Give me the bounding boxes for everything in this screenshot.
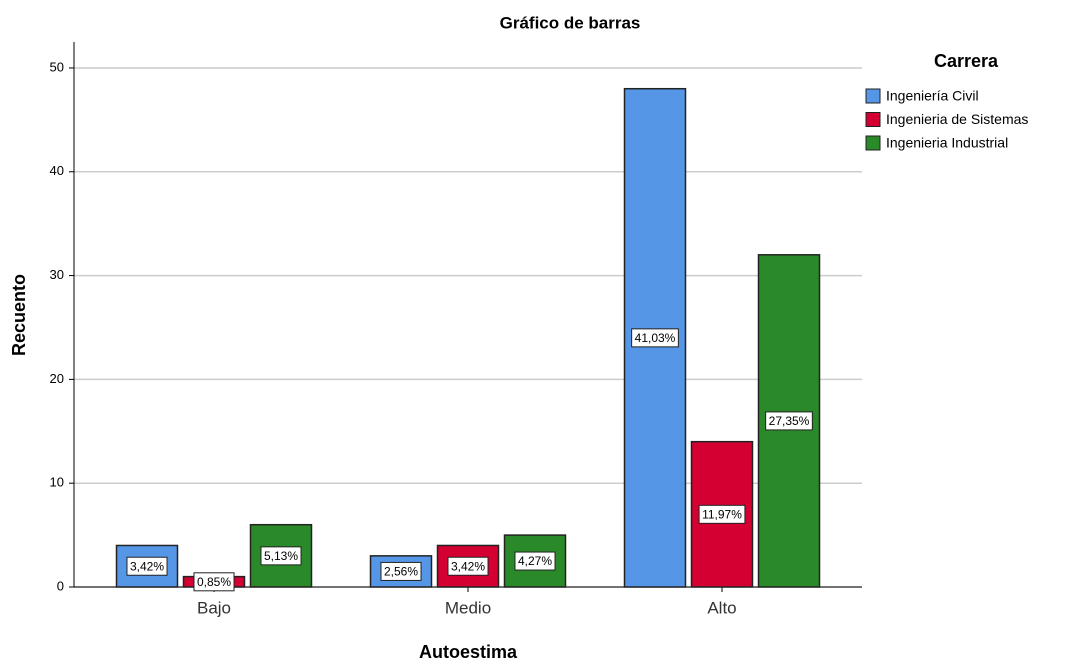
value-label-box bbox=[380, 561, 422, 581]
legend-label: Ingeniería Civil bbox=[886, 88, 979, 104]
chart-title: Gráfico de barras bbox=[500, 13, 641, 32]
value-label: 3,42% bbox=[451, 559, 485, 573]
x-tick-label: Bajo bbox=[197, 598, 231, 617]
value-label-box bbox=[193, 572, 235, 592]
value-label-box bbox=[514, 551, 556, 571]
value-label: 3,42% bbox=[130, 559, 164, 573]
legend-label: Ingenieria Industrial bbox=[886, 135, 1008, 151]
value-label-box bbox=[447, 556, 489, 576]
value-label: 0,85% bbox=[197, 575, 231, 589]
value-label-box bbox=[698, 504, 746, 524]
value-label-box bbox=[260, 546, 302, 566]
y-tick-label: 40 bbox=[50, 163, 64, 178]
y-tick-label: 10 bbox=[50, 475, 64, 490]
legend-swatch bbox=[865, 135, 881, 151]
y-tick-label: 20 bbox=[50, 371, 64, 386]
value-label: 4,27% bbox=[518, 554, 552, 568]
value-label: 27,35% bbox=[769, 414, 810, 428]
y-tick-label: 0 bbox=[57, 578, 64, 593]
value-label-box bbox=[631, 328, 679, 348]
value-label: 11,97% bbox=[702, 508, 742, 522]
x-axis-label: Autoestima bbox=[419, 642, 518, 662]
value-label-box bbox=[126, 556, 168, 576]
value-label: 2,56% bbox=[384, 565, 418, 579]
value-label: 41,03% bbox=[635, 331, 676, 345]
x-tick-label: Alto bbox=[707, 598, 736, 617]
legend-title: Carrera bbox=[934, 51, 999, 71]
y-axis-label: Recuento bbox=[9, 274, 29, 356]
y-tick-label: 50 bbox=[50, 59, 64, 74]
legend-swatch bbox=[865, 88, 881, 104]
x-tick-label: Medio bbox=[445, 598, 491, 617]
value-label: 5,13% bbox=[264, 549, 298, 563]
legend-label: Ingenieria de Sistemas bbox=[886, 111, 1028, 127]
y-tick-label: 30 bbox=[50, 267, 64, 282]
legend-swatch bbox=[865, 112, 881, 127]
value-label-box bbox=[765, 411, 813, 431]
